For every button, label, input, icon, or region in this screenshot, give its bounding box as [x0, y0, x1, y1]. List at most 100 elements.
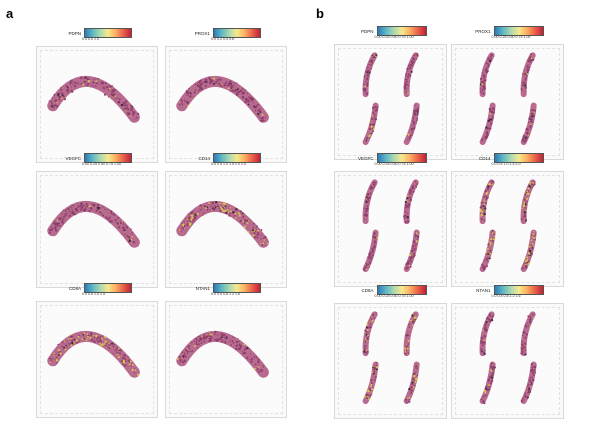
tissue-spot	[405, 221, 408, 224]
tissue-spot	[484, 328, 487, 331]
tissue-spot	[412, 185, 414, 187]
tissue-spot	[114, 349, 117, 352]
tissue-spot	[63, 340, 66, 342]
tissue-spot	[408, 343, 410, 345]
tissue-spot	[484, 211, 486, 213]
tissue-spot	[365, 138, 368, 140]
tissue-spot	[523, 346, 526, 348]
tissue-spot	[530, 109, 533, 111]
tissue-spot	[132, 111, 136, 114]
tissue-spot	[107, 85, 110, 88]
tissue-spot	[410, 129, 413, 132]
tissue-spot	[488, 388, 491, 391]
tissue-spot	[487, 60, 489, 62]
tissue-spot	[214, 330, 217, 334]
tissue-spot	[188, 348, 191, 350]
tissue-spot	[485, 197, 488, 200]
tissue-spot	[69, 83, 72, 85]
tissue-spot	[527, 383, 530, 386]
tissue-spot	[412, 127, 415, 129]
tissue-spot	[265, 373, 267, 375]
tissue-spot	[198, 340, 200, 342]
tissue-spot	[98, 211, 101, 213]
tissue-spot	[78, 334, 80, 337]
tissue-spot	[103, 342, 106, 345]
tissue-spot	[178, 229, 181, 232]
tissue-spot	[533, 235, 535, 238]
tissue-section	[479, 311, 537, 405]
tissue-spot	[219, 78, 222, 81]
tissue-spot	[520, 218, 523, 221]
tissue-spot	[70, 204, 72, 206]
tissue-spot	[183, 221, 185, 223]
colorbar-ticks: 0.00 0.25 0.50 0.75 1.00	[374, 294, 414, 298]
tissue-spot	[195, 340, 197, 342]
tissue-spot	[407, 135, 409, 137]
tissue-spot	[210, 205, 213, 207]
tissue-spot	[205, 205, 208, 208]
tissue-spot	[530, 239, 533, 242]
tissue-spot	[104, 340, 107, 343]
tissue-spot	[200, 79, 202, 81]
tissue-spot	[414, 110, 417, 113]
tissue-spot	[524, 324, 527, 327]
tissue-spot	[244, 348, 247, 351]
tissue-spot	[260, 117, 262, 119]
tissue-spot	[526, 64, 528, 67]
tissue-spot	[413, 254, 416, 257]
tissue-spot	[416, 113, 419, 115]
tissue-spot	[489, 249, 492, 252]
tissue-spot	[108, 87, 111, 90]
tissue-spot	[528, 66, 531, 69]
tissue-spot	[216, 334, 218, 337]
tissue-spot	[483, 200, 486, 202]
tissue-spot	[369, 128, 372, 130]
tissue-spot	[95, 338, 98, 341]
tissue-spot	[415, 248, 417, 250]
tissue-spot	[191, 216, 194, 219]
tissue-spot	[371, 248, 374, 251]
tissue-spot	[485, 196, 487, 198]
tissue-spot	[525, 136, 529, 139]
tissue-spot	[525, 215, 527, 218]
tissue-spot	[180, 99, 183, 102]
tissue-spot	[254, 105, 258, 108]
tissue-spot	[221, 340, 223, 343]
tissue-section	[176, 330, 269, 378]
tissue-spot	[60, 87, 62, 89]
tissue-spot	[529, 247, 531, 250]
tissue-spot	[528, 184, 531, 187]
tissue-spot	[525, 257, 527, 259]
tissue-spot	[484, 189, 488, 193]
tissue-spot	[226, 338, 228, 340]
tissue-spot	[375, 368, 378, 371]
tissue-spot	[233, 84, 235, 86]
tissue-spot	[76, 82, 78, 84]
tissue-spot	[256, 234, 258, 236]
tissue-spot	[416, 119, 418, 122]
tissue-spot	[220, 207, 223, 211]
tissue-spot	[203, 337, 206, 340]
tissue-spot	[369, 326, 372, 329]
tissue-spot	[371, 254, 374, 257]
tissue-spot	[130, 228, 132, 231]
tissue-spot	[530, 57, 532, 60]
tissue-spot	[121, 220, 123, 222]
tissue-spot	[59, 350, 61, 353]
tissue-spot	[372, 123, 376, 126]
tissue-spot	[117, 353, 119, 355]
tissue-spot	[522, 331, 525, 334]
tissue-spot	[366, 350, 369, 353]
tissue-spot	[531, 235, 534, 238]
tissue-spot	[198, 86, 200, 88]
tissue-spot	[57, 222, 60, 225]
tissue-spot	[526, 258, 529, 261]
tissue-spot	[206, 206, 209, 209]
tissue-spot	[366, 74, 369, 77]
tissue-spot	[113, 88, 116, 92]
tissue-spot	[80, 77, 83, 80]
tissue-spot	[64, 348, 67, 351]
tissue-spot	[368, 266, 371, 268]
tissue-spot	[521, 334, 524, 337]
tissue-spot	[57, 93, 60, 96]
